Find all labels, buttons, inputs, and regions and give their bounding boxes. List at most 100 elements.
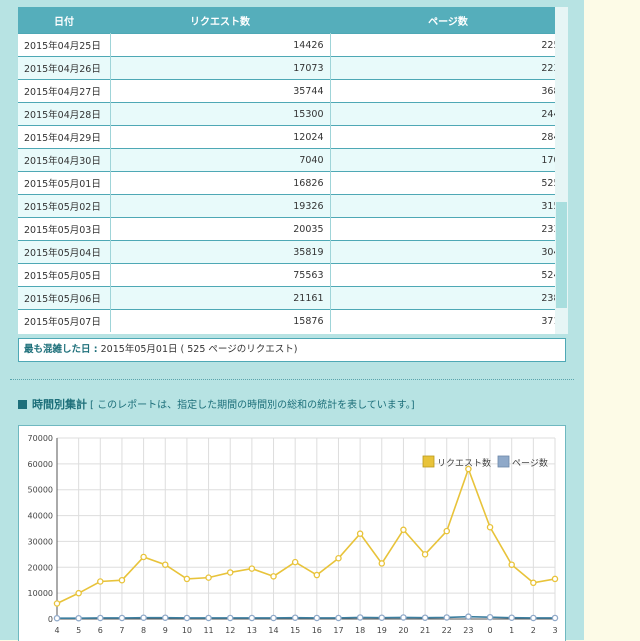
- cell-pages: 524: [330, 263, 567, 287]
- hourly-chart-box: 0 10000 20000 30000 40000 50000 60000 70000 4 5 6 7…: [18, 425, 566, 641]
- x-tick-label: 4: [54, 626, 59, 635]
- section-divider: [10, 379, 574, 380]
- table-row: 2015年05月01日 16826 525: [18, 171, 567, 195]
- cell-requests: 14426: [110, 33, 331, 57]
- table-body: 2015年04月25日 14426 225 2015年04月26日 17073 223 20…: [18, 33, 567, 332]
- x-tick-label: 20: [398, 626, 408, 635]
- legend-label-requests: リクエスト数: [437, 457, 491, 469]
- data-point-pages: [183, 614, 191, 622]
- data-point-requests: [486, 523, 494, 531]
- table-row: 2015年05月07日 15876 371: [18, 309, 567, 332]
- data-point-pages: [118, 614, 126, 622]
- data-point-pages: [75, 614, 82, 622]
- table-row: 2015年04月28日 15300 244: [18, 102, 567, 126]
- x-tick-label: 14: [268, 626, 278, 635]
- data-point-pages: [291, 614, 299, 621]
- table-scrollbar-thumb[interactable]: [556, 202, 567, 308]
- x-tick-label: 16: [312, 626, 322, 635]
- cell-date: 2015年05月05日: [18, 263, 111, 287]
- x-tick-label: 15: [290, 626, 300, 635]
- cell-date: 2015年05月07日: [18, 309, 111, 332]
- y-tick-label: 0: [48, 615, 53, 624]
- data-point-requests: [551, 575, 559, 583]
- data-point-pages: [313, 614, 321, 622]
- table-row: 2015年05月06日 21161 238: [18, 286, 567, 310]
- data-point-requests: [118, 576, 126, 584]
- table-scrollbar[interactable]: [555, 7, 568, 334]
- cell-date: 2015年04月29日: [18, 125, 111, 149]
- hourly-description: [ このレポートは、指定した期間の時間別の総和の統計を表しています。]: [90, 400, 415, 411]
- table-row: 2015年05月05日 75563 524: [18, 263, 567, 287]
- cell-date: 2015年05月06日: [18, 286, 111, 310]
- cell-pages: 170: [330, 148, 567, 172]
- cell-pages: 525: [330, 171, 567, 195]
- data-point-pages: [335, 614, 342, 622]
- cell-requests: 12024: [110, 125, 331, 149]
- cell-date: 2015年04月26日: [18, 56, 111, 80]
- data-point-pages: [356, 614, 364, 621]
- cell-pages: 238: [330, 286, 567, 310]
- x-tick-label: 6: [98, 626, 103, 635]
- column-header-date[interactable]: 日付: [18, 7, 110, 34]
- column-header-requests[interactable]: リクエスト数: [110, 7, 330, 34]
- y-tick-label: 30000: [28, 537, 53, 546]
- data-point-pages: [226, 614, 234, 622]
- x-tick-label: 2: [531, 626, 536, 635]
- table-row: 2015年05月04日 35819 304: [18, 240, 567, 264]
- data-point-requests: [335, 554, 342, 562]
- cell-date: 2015年04月25日: [18, 33, 111, 57]
- cell-date: 2015年04月27日: [18, 79, 111, 103]
- x-tick-label: 7: [119, 626, 124, 635]
- cell-pages: 223: [330, 56, 567, 80]
- column-header-pages[interactable]: ページ数: [330, 7, 566, 34]
- x-tick-label: 22: [442, 626, 452, 635]
- data-point-requests: [270, 573, 277, 580]
- busiest-day-label: 最も混雑した日 :: [24, 344, 98, 355]
- data-point-pages: [97, 614, 104, 622]
- hourly-section-heading: 時間別集計[ このレポートは、指定した期間の時間別の総和の統計を表しています。]: [18, 397, 415, 413]
- cell-date: 2015年05月03日: [18, 217, 111, 241]
- data-point-requests: [378, 560, 386, 567]
- cell-pages: 284: [330, 125, 567, 149]
- x-tick-label: 18: [355, 626, 365, 635]
- table-row: 2015年04月26日 17073 223: [18, 56, 567, 80]
- y-tick-label: 60000: [28, 460, 53, 469]
- data-point-pages: [400, 614, 407, 621]
- table-row: 2015年04月25日 14426 225: [18, 33, 567, 57]
- data-point-pages: [508, 614, 515, 621]
- daily-table-container[interactable]: 日付 リクエスト数 ページ数 2015年04月25日 14426 225 2015年0…: [18, 7, 568, 334]
- x-tick-label: 23: [463, 626, 473, 635]
- data-point-requests: [356, 530, 364, 537]
- table-row: 2015年05月02日 19326 315: [18, 194, 567, 218]
- data-point-pages: [530, 614, 537, 622]
- legend-swatch-requests: [422, 455, 435, 468]
- x-tick-label: 17: [333, 626, 343, 635]
- data-point-pages: [53, 614, 61, 622]
- y-tick-label: 70000: [28, 434, 53, 443]
- legend-swatch-pages: [497, 455, 510, 468]
- data-point-pages: [248, 614, 256, 622]
- data-point-pages: [465, 613, 472, 620]
- table-row: 2015年05月03日 20035 233: [18, 217, 567, 241]
- x-tick-label: 13: [247, 626, 257, 635]
- y-tick-label: 50000: [28, 486, 53, 495]
- table-header-row: 日付 リクエスト数 ページ数: [18, 7, 566, 34]
- cell-pages: 304: [330, 240, 567, 264]
- cell-requests: 17073: [110, 56, 331, 80]
- data-point-requests: [75, 589, 82, 597]
- x-tick-label: 11: [203, 626, 213, 635]
- data-point-requests: [97, 578, 104, 585]
- cell-date: 2015年05月04日: [18, 240, 111, 264]
- cell-requests: 35819: [110, 240, 331, 264]
- data-point-pages: [443, 614, 450, 621]
- cell-date: 2015年04月30日: [18, 148, 111, 172]
- square-bullet-icon: [18, 400, 27, 409]
- series-line-requests: [56, 466, 556, 605]
- data-point-requests: [465, 465, 472, 473]
- data-point-pages: [205, 614, 212, 622]
- cell-requests: 16826: [110, 171, 331, 195]
- x-tick-label: 1: [509, 626, 514, 635]
- busiest-day-box: 最も混雑した日 : 2015年05月01日 ( 525 ページのリクエスト): [18, 338, 566, 362]
- data-point-pages: [140, 614, 147, 621]
- daily-stats-table: 日付 リクエスト数 ページ数 2015年04月25日 14426 225 2015年0…: [18, 7, 567, 332]
